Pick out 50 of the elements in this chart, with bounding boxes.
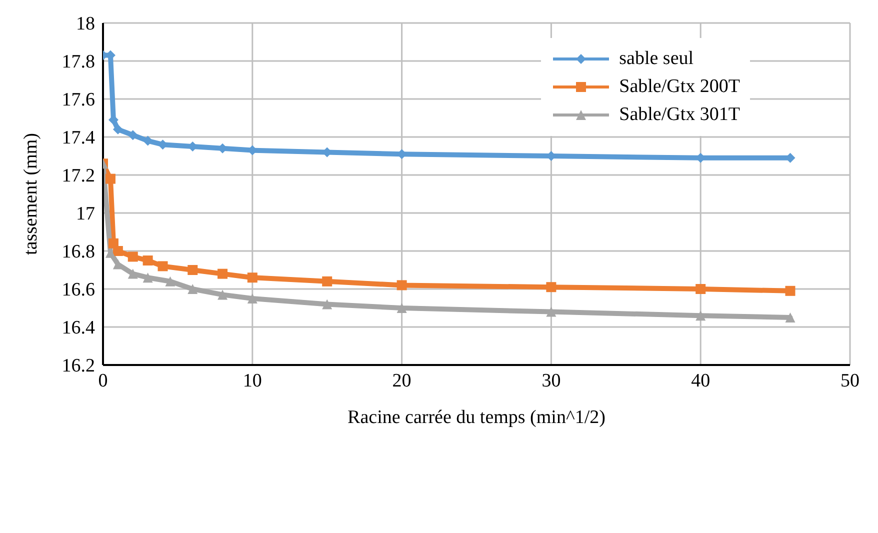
point [696, 310, 706, 321]
point [112, 246, 123, 256]
x-tick-label: 0 [98, 370, 108, 392]
point [128, 252, 138, 262]
y-tick-label: 16.2 [62, 356, 95, 377]
point [112, 259, 123, 270]
x-tick-label: 40 [691, 370, 710, 392]
point [247, 272, 258, 283]
y-tick-label: 17.6 [62, 90, 95, 111]
legend-label: Sable/Gtx 200T [619, 76, 740, 98]
x-tick-label: 20 [392, 370, 412, 392]
point [322, 299, 332, 310]
point [128, 130, 138, 140]
x-axis-title: Racine carrée du temps (min^1/2) [348, 407, 606, 428]
point [105, 174, 116, 184]
x-tick-label: 30 [542, 370, 561, 392]
legend-label: Sable/Gtx 301T [619, 104, 740, 126]
point [785, 312, 796, 322]
point [165, 276, 176, 286]
y-tick-label: 17 [76, 204, 95, 225]
point [188, 284, 198, 294]
point [158, 261, 168, 272]
y-tick-label: 17.4 [62, 128, 96, 149]
x-tick-label: 50 [840, 370, 860, 392]
point [322, 276, 332, 286]
y-tick-label: 16.6 [62, 280, 95, 301]
y-tick-label: 16.8 [62, 242, 95, 263]
point [128, 268, 138, 279]
point [142, 256, 153, 266]
y-axis-title: tassement (mm) [20, 133, 42, 255]
legend-label: sable seul [619, 48, 694, 70]
point [112, 124, 123, 134]
point [142, 136, 153, 146]
point [696, 284, 706, 294]
point [546, 306, 556, 317]
y-tick-label: 17.2 [62, 166, 95, 187]
y-tick-label: 18 [76, 14, 95, 35]
point [105, 248, 116, 258]
point [785, 286, 796, 296]
point [546, 282, 556, 292]
point [218, 268, 228, 279]
point [396, 303, 407, 313]
y-tick-label: 16.4 [62, 318, 96, 339]
x-tick-label: 10 [242, 370, 262, 392]
point [396, 280, 407, 290]
y-tick-label: 17.8 [62, 52, 95, 73]
point [188, 265, 198, 275]
point [218, 290, 228, 300]
point [142, 272, 153, 283]
point [247, 294, 258, 304]
